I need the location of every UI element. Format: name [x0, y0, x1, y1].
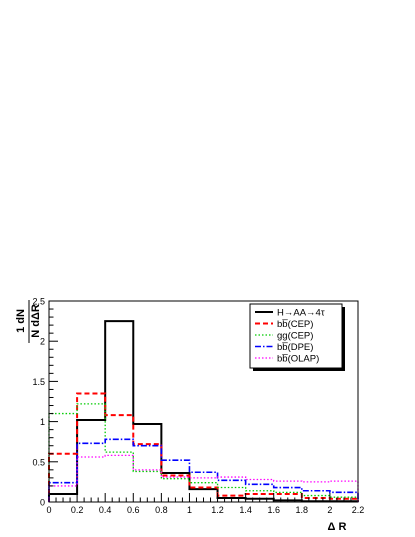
x-tick-label: 2 [327, 505, 332, 515]
x-tick-label: 1 [187, 505, 192, 515]
x-tick-label: 1.4 [239, 505, 252, 515]
y-tick-label: 1 [40, 417, 45, 427]
y-tick-label: 2 [40, 337, 45, 347]
legend-label-0: H→AA→4τ [277, 308, 325, 319]
x-tick-label: 1.8 [296, 505, 309, 515]
y-axis-title: 1 dN N dΔR [15, 300, 42, 343]
x-tick-label: 0.8 [155, 505, 168, 515]
legend-label-1: bb̅(CEP) [277, 319, 313, 330]
series-1-histogram-outline [48, 392, 359, 502]
x-tick-label: 2.2 [352, 505, 365, 515]
x-tick-label: 0.4 [99, 505, 112, 515]
legend-label-3: bb̅(DPE) [277, 342, 313, 353]
legend-box [249, 303, 343, 369]
x-tick-label: 0.2 [71, 505, 84, 515]
y-axis-title-denominator: N dΔR [30, 304, 42, 338]
axes-layer: 0 0.2 0.4 0.6 0.8 1 1.2 1.4 1.6 1.8 2 2.2 0 0.5 1 1.5 2 2… [32, 297, 364, 516]
series-3-histogram-outline [48, 438, 359, 502]
x-tick-label: 1.6 [267, 505, 280, 515]
legend-label-4: bb̅(OLAP) [277, 354, 319, 365]
x-tick-label: 0.6 [127, 505, 140, 515]
x-axis-title: Δ R [328, 521, 347, 533]
x-tick-label: 0 [46, 505, 51, 515]
y-axis-title-numerator: 1 dN [15, 309, 27, 333]
y-tick-label: 1.5 [32, 377, 45, 387]
y-tick-label: 0.5 [32, 457, 45, 467]
legend-label-2: gg(CEP) [277, 331, 313, 342]
x-tick-label: 1.2 [211, 505, 224, 515]
y-tick-label: 0 [40, 498, 45, 508]
y-tick-label: 2.5 [32, 297, 45, 307]
